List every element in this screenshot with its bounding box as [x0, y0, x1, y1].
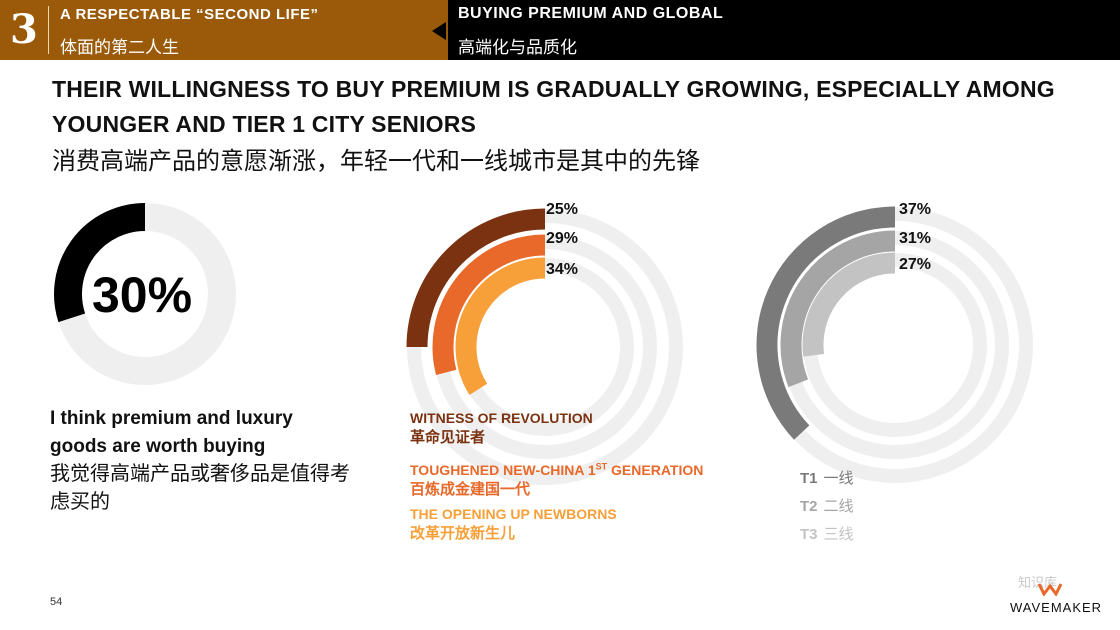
stat-description-cn: 我觉得高端产品或奢侈品是值得考虑买的: [50, 463, 350, 513]
donut-arc: [54, 203, 146, 323]
tier-code: T1: [800, 470, 818, 487]
legend-label-cn: 百炼成金建国一代: [410, 480, 531, 498]
overall-percent: 30%: [92, 267, 193, 323]
radial-bar-arc: [455, 257, 546, 395]
headline-en: THEIR WILLINGNESS TO BUY PREMIUM IS GRAD…: [52, 76, 1055, 137]
section-title-en: A RESPECTABLE “SECOND LIFE”: [60, 6, 319, 23]
generation-radial-chart: [406, 208, 683, 485]
tier-value-label: 37%: [899, 201, 932, 218]
section-divider: [48, 6, 49, 54]
legend-item-toughened: TOUGHENED NEW-CHINA 1ST GENERATION 百炼成金建…: [410, 456, 703, 500]
headline-cn: 消费高端产品的意愿渐涨，年轻一代和一线城市是其中的先锋: [52, 148, 700, 175]
legend-item-opening-up: THE OPENING UP NEWBORNS 改革开放新生儿: [410, 504, 617, 544]
section-title-cn: 体面的第二人生: [60, 38, 179, 57]
tier-name: 一线: [823, 470, 854, 487]
radial-bar-arc: [802, 252, 896, 357]
tier-value-label: 31%: [899, 230, 932, 247]
legend-item-witness: WITNESS OF REVOLUTION 革命见证者: [410, 408, 593, 448]
top-banner: 3 A RESPECTABLE “SECOND LIFE” 体面的第二人生 BU…: [0, 0, 1120, 60]
radial-bar-arc: [432, 234, 546, 375]
section-panel: 3 A RESPECTABLE “SECOND LIFE” 体面的第二人生: [0, 0, 448, 60]
tier-code: T3: [800, 526, 818, 543]
overall-donut-chart: [54, 203, 236, 385]
legend-label-en: WITNESS OF REVOLUTION: [410, 410, 593, 426]
brand-logo: WAVEMAKER: [1010, 582, 1110, 622]
brand-name: WAVEMAKER: [1010, 600, 1103, 615]
legend-label-cn: 革命见证者: [410, 429, 486, 446]
section-arrow-icon: [432, 22, 446, 40]
radial-bar-arc: [780, 230, 896, 388]
tier-radial-chart: [756, 206, 1033, 483]
radial-bar-arc: [756, 206, 896, 440]
legend-item-tier2: T2 二线: [800, 495, 854, 516]
gen-value-label: 34%: [546, 261, 579, 278]
gen-value-label: 29%: [546, 230, 579, 247]
radial-bar-arc: [406, 208, 546, 348]
page-number: 54: [50, 596, 63, 608]
subsection-title-cn: 高端化与品质化: [458, 38, 577, 57]
tier-value-label: 27%: [899, 256, 932, 273]
legend-label-en: THE OPENING UP NEWBORNS: [410, 506, 617, 522]
section-number: 3: [10, 6, 38, 53]
legend-label-cn: 改革开放新生儿: [410, 525, 516, 542]
subsection-title-en: BUYING PREMIUM AND GLOBAL: [458, 5, 724, 22]
tier-code: T2: [800, 498, 818, 515]
tier-name: 二线: [823, 498, 854, 515]
watermark-text: 知识库: [1018, 575, 1058, 590]
stat-description-en: I think premium and luxury goods are wor…: [50, 408, 293, 457]
legend-label-en: TOUGHENED NEW-CHINA 1ST GENERATION: [410, 461, 704, 478]
gen-value-label: 25%: [546, 201, 579, 218]
legend-item-tier3: T3 三线: [800, 523, 854, 544]
wavemaker-logo-icon: [1038, 583, 1062, 596]
legend-item-tier1: T1 一线: [800, 467, 854, 488]
tier-name: 三线: [823, 526, 854, 543]
